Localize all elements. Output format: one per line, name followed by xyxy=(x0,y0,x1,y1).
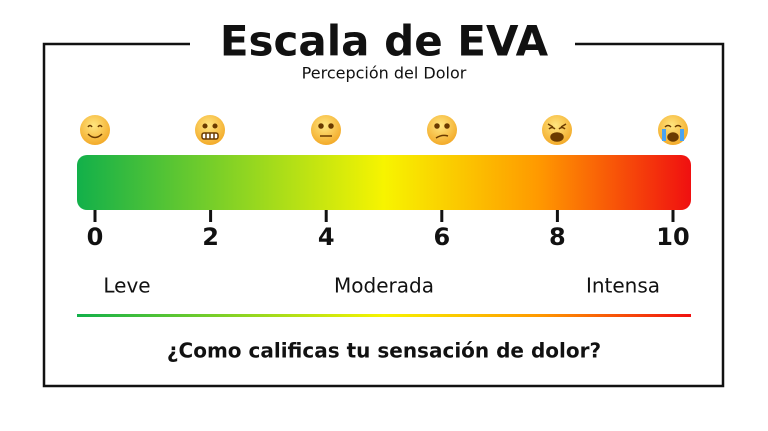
tick-label: 2 xyxy=(202,223,219,251)
face-neutral xyxy=(311,115,341,145)
tick-label: 10 xyxy=(656,223,689,251)
divider xyxy=(77,314,691,317)
tick-label: 0 xyxy=(87,223,104,251)
tick-label: 6 xyxy=(433,223,450,251)
question: ¿Como calificas tu sensación de dolor? xyxy=(167,339,601,363)
level-label: Moderada xyxy=(334,274,434,298)
gradient-bar xyxy=(77,155,691,210)
face-happy xyxy=(80,115,110,145)
face-crying xyxy=(658,115,688,145)
title-backdrop xyxy=(190,30,575,60)
level-label: Intensa xyxy=(586,274,660,298)
subtitle: Percepción del Dolor xyxy=(302,64,467,83)
face-grimace xyxy=(195,115,225,145)
level-label: Leve xyxy=(103,274,150,298)
title: Escala de EVA xyxy=(220,17,549,66)
face-confused xyxy=(427,115,457,145)
face-weary xyxy=(542,115,572,145)
frame xyxy=(42,42,725,388)
ticks: 0 2 4 6 8 10 xyxy=(87,210,690,251)
tick-label: 4 xyxy=(318,223,335,251)
faces xyxy=(80,115,688,145)
tick-label: 8 xyxy=(549,223,566,251)
